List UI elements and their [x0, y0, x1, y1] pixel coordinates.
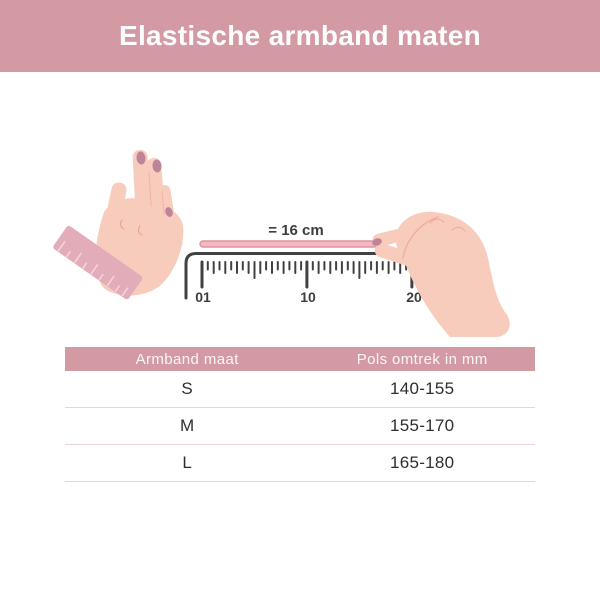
- size-cell: S: [181, 379, 194, 398]
- wrist-hand: [53, 149, 184, 300]
- pinching-index-finger: [372, 226, 417, 247]
- table-row-m: M 155-170: [65, 408, 535, 445]
- header-banner: Elastische armband maten: [0, 0, 600, 72]
- knuckle-dimple-1: [119, 219, 125, 230]
- pinching-thumb: [374, 243, 419, 267]
- measuring-strip: [199, 240, 378, 248]
- finger-crease-1: [148, 171, 152, 207]
- table-row-l: L 165-180: [65, 445, 535, 482]
- ruler-label-10: 10: [300, 289, 316, 305]
- page-title: Elastische armband maten: [119, 20, 481, 51]
- knuckle-line-1: [429, 218, 445, 224]
- column-header-bracelet-size: Armband maat: [135, 350, 239, 368]
- size-cell: L: [182, 453, 193, 472]
- size-table: Armband maat Pols omtrek in mm S 140-155…: [65, 347, 535, 482]
- ruler-edge: [184, 252, 426, 300]
- size-table-header-row: Armband maat Pols omtrek in mm: [65, 347, 535, 371]
- knuckle-dimple-2: [137, 225, 143, 236]
- knuckle-line-2: [451, 226, 466, 232]
- range-cell: 165-180: [389, 453, 455, 472]
- pinching-hand-body: [395, 211, 510, 337]
- middle-fingernail: [152, 159, 162, 173]
- ruler-ticks: [200, 260, 414, 289]
- wrist-tape-ticks: [57, 241, 129, 297]
- ruler: 01 10 20: [184, 252, 426, 305]
- measure-length-label: = 16 cm: [268, 222, 323, 239]
- finger-fold-line: [402, 216, 439, 259]
- table-row-s: S 140-155: [65, 371, 535, 408]
- index-fingernail: [136, 151, 146, 165]
- finger-crease-2: [161, 191, 165, 215]
- range-cell: 140-155: [389, 379, 455, 398]
- ruler-label-20: 20: [406, 289, 422, 305]
- pinky-fingernail: [165, 207, 173, 217]
- pinch-fingernail: [372, 238, 382, 246]
- column-header-wrist-circumference: Pols omtrek in mm: [356, 350, 488, 368]
- range-cell: 155-170: [389, 416, 455, 435]
- pinching-hand: [372, 211, 510, 337]
- size-cell: M: [179, 416, 195, 435]
- ruler-label-01: 01: [195, 289, 211, 305]
- wrist-tape: [53, 225, 143, 300]
